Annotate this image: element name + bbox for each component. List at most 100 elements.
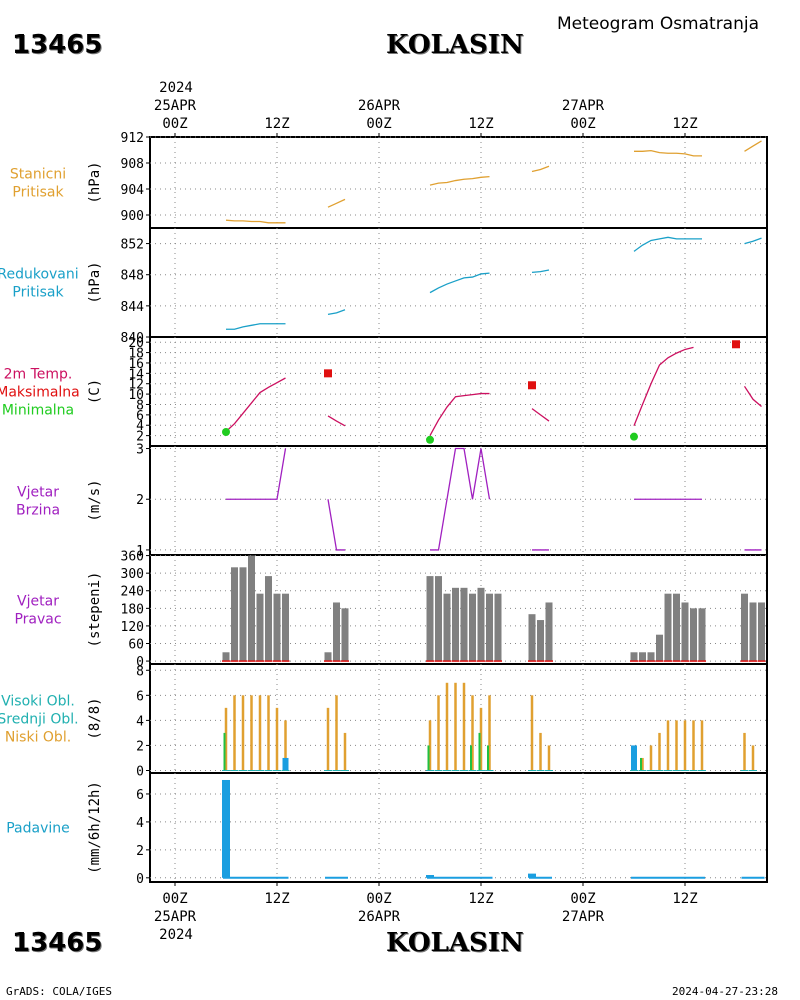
y-tick-label: 848 [121, 269, 144, 284]
y-tick-label: 6 [136, 689, 144, 704]
cloud-bar [751, 745, 755, 771]
wind-direction-bar [486, 593, 493, 662]
y-tick-label: 912 [121, 131, 144, 146]
top-time-label: 00Z [570, 116, 595, 132]
panel-label: Minimalna [2, 403, 74, 419]
cloud-bar [487, 745, 489, 771]
panel-frame [149, 136, 768, 229]
y-tick-label: 900 [121, 209, 144, 224]
wind-direction-bar [630, 652, 638, 662]
panel-stanicni: 900 904 908 912 (hPa) Stanicni Pritisak [10, 131, 768, 229]
y-tick-label: 14 [128, 367, 144, 382]
cloud-bar [631, 745, 637, 771]
y-tick-label: 4 [136, 816, 144, 831]
y-tick-label: 20 [128, 336, 144, 351]
station-id-bottom: 13465 [12, 928, 103, 958]
y-tick-label: 16 [128, 357, 144, 372]
y-tick-label: 2 [136, 844, 144, 859]
bottom-time-label: 25APR [154, 909, 197, 925]
bottom-time-label: 12Z [672, 891, 697, 907]
y-tick-label: 18 [128, 347, 144, 362]
y-axis-label: (8/8) [87, 697, 103, 739]
y-tick-label: 360 [121, 550, 144, 565]
wind-direction-bar [460, 587, 468, 662]
panel-label: Redukovani [0, 267, 79, 283]
panel-label: Stanicni [10, 167, 66, 183]
y-axis-label: (hPa) [87, 161, 103, 203]
cloud-bar [479, 707, 483, 771]
wind-direction-bar [749, 602, 757, 662]
cloud-bar [326, 707, 330, 771]
series-line [430, 447, 491, 551]
y-tick-label: 6 [136, 788, 144, 803]
wind-direction-bar [333, 602, 340, 662]
panel-frame [149, 227, 768, 338]
cloud-bar [547, 745, 551, 771]
series-line [327, 499, 345, 551]
y-axis-label: (mm/6h/12h) [87, 781, 103, 874]
panel-label: Padavine [6, 821, 70, 837]
panel-label: Pritisak [12, 285, 64, 301]
y-tick-label: 240 [121, 585, 144, 600]
cloud-bar [343, 732, 347, 771]
cloud-bar [462, 682, 466, 771]
wind-direction-bar [231, 567, 238, 662]
wind-direction-bar [741, 593, 748, 662]
panel-label: Niski Obl. [5, 730, 71, 746]
y-tick-label: 60 [128, 637, 144, 652]
y-tick-label: 908 [121, 157, 144, 172]
wind-direction-bar [222, 652, 230, 662]
wind-direction-bar [528, 614, 536, 662]
series-line [429, 272, 490, 294]
wind-direction-bar [477, 587, 485, 662]
series-line [429, 176, 490, 186]
wind-direction-bar [324, 652, 332, 662]
cloud-bar [224, 707, 228, 771]
series-line [743, 385, 762, 408]
cloud-bar [471, 695, 474, 771]
y-tick-label: 8 [136, 398, 144, 413]
wind-direction-bar [282, 593, 289, 662]
cloud-bar [692, 720, 695, 771]
y-tick-label: 0 [136, 764, 144, 779]
wind-direction-bar [452, 587, 459, 662]
y-tick-label: 2 [136, 739, 144, 754]
wind-direction-bar [494, 593, 502, 662]
y-axis-label: (hPa) [87, 261, 103, 303]
wind-direction-bar [426, 576, 434, 662]
wind-direction-bar [647, 652, 655, 662]
cloud-bar [454, 682, 457, 771]
station-name-top: KOLASIN [386, 30, 524, 60]
cloud-bar [666, 720, 670, 771]
cloud-bar [267, 695, 270, 771]
y-tick-label: 0 [136, 655, 144, 670]
bottom-year-label: 2024 [159, 927, 193, 943]
series-line [531, 165, 550, 173]
series-line [744, 140, 762, 152]
series-line [633, 236, 702, 252]
precip-bar [222, 779, 230, 878]
cloud-bar [683, 720, 687, 771]
y-tick-label: 3 [136, 443, 144, 458]
cloud-bar [250, 695, 253, 771]
y-axis-label: (C) [87, 379, 103, 404]
cloud-bar [282, 757, 289, 771]
precip-bar [528, 873, 536, 878]
y-tick-label: 8 [136, 664, 144, 679]
wind-direction-bar [435, 576, 442, 662]
series-line [634, 149, 702, 157]
panel-label: Srednji Obl. [0, 712, 79, 728]
cloud-bar [675, 720, 678, 771]
series-line [327, 309, 346, 316]
panel-redukovani: 840 844 848 852 (hPa) Redukovani Pritisak [0, 227, 768, 346]
cloud-bar [539, 732, 542, 771]
footer-grads-credit: GrADS: COLA/IGES [6, 985, 112, 998]
y-axis-label: (stepeni) [87, 572, 103, 648]
cloud-bar [233, 695, 236, 771]
cloud-bar [258, 695, 262, 771]
max-temp-marker [528, 381, 536, 390]
y-tick-label: 180 [121, 602, 144, 617]
y-tick-label: 904 [121, 183, 145, 198]
top-time-label: 12Z [672, 116, 697, 132]
series-line [429, 392, 490, 436]
